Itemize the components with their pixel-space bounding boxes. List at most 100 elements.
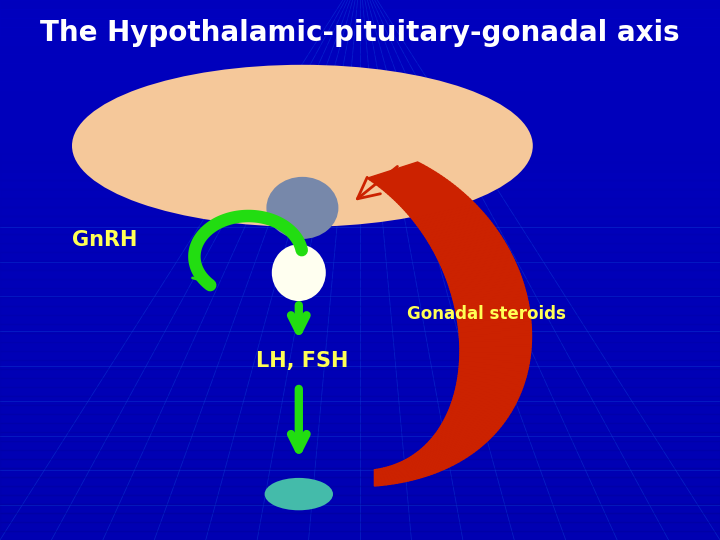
Polygon shape xyxy=(411,456,442,471)
Bar xyxy=(0,459,720,468)
Polygon shape xyxy=(433,436,479,450)
Polygon shape xyxy=(408,199,473,216)
Polygon shape xyxy=(396,463,415,480)
Polygon shape xyxy=(459,336,531,340)
Polygon shape xyxy=(452,400,513,410)
Bar xyxy=(0,306,720,315)
Polygon shape xyxy=(441,424,494,436)
Polygon shape xyxy=(440,426,492,438)
Polygon shape xyxy=(420,449,456,465)
Ellipse shape xyxy=(72,65,533,227)
Polygon shape xyxy=(460,357,530,361)
Polygon shape xyxy=(454,299,528,307)
Polygon shape xyxy=(382,172,439,190)
Bar xyxy=(0,387,720,396)
Polygon shape xyxy=(413,206,480,222)
Polygon shape xyxy=(426,226,495,241)
Polygon shape xyxy=(413,454,445,470)
Polygon shape xyxy=(435,433,484,446)
Polygon shape xyxy=(457,313,531,320)
Polygon shape xyxy=(398,188,461,206)
Polygon shape xyxy=(425,223,494,239)
Polygon shape xyxy=(453,398,515,407)
Polygon shape xyxy=(392,182,453,200)
Polygon shape xyxy=(377,169,433,187)
Polygon shape xyxy=(418,213,486,230)
Bar xyxy=(0,189,720,198)
Polygon shape xyxy=(445,416,501,428)
Polygon shape xyxy=(445,266,518,277)
Polygon shape xyxy=(459,333,531,337)
Polygon shape xyxy=(416,452,451,468)
Bar xyxy=(0,261,720,270)
Polygon shape xyxy=(454,392,518,400)
Polygon shape xyxy=(456,382,523,390)
Bar xyxy=(0,342,720,351)
Polygon shape xyxy=(417,211,484,227)
Bar xyxy=(0,495,720,504)
Polygon shape xyxy=(444,420,498,432)
Polygon shape xyxy=(436,431,486,444)
Polygon shape xyxy=(439,252,511,265)
Polygon shape xyxy=(405,459,433,475)
Polygon shape xyxy=(434,434,482,448)
Bar xyxy=(0,27,720,36)
Bar xyxy=(0,468,720,477)
Bar xyxy=(0,243,720,252)
Bar xyxy=(0,72,720,81)
Polygon shape xyxy=(405,195,468,212)
Polygon shape xyxy=(452,291,526,300)
Polygon shape xyxy=(447,413,505,423)
Bar xyxy=(0,99,720,108)
Bar xyxy=(0,135,720,144)
Bar xyxy=(0,45,720,54)
Polygon shape xyxy=(451,402,513,412)
Polygon shape xyxy=(454,394,518,402)
Polygon shape xyxy=(459,364,528,369)
Polygon shape xyxy=(455,302,528,309)
Bar xyxy=(0,144,720,153)
Polygon shape xyxy=(460,354,531,358)
Bar xyxy=(0,360,720,369)
Polygon shape xyxy=(430,439,474,454)
Polygon shape xyxy=(454,396,516,405)
Polygon shape xyxy=(428,228,498,243)
Polygon shape xyxy=(428,441,472,455)
Text: The Hypothalamic-pituitary-gonadal axis: The Hypothalamic-pituitary-gonadal axis xyxy=(40,19,680,47)
Polygon shape xyxy=(453,293,527,302)
Polygon shape xyxy=(410,457,438,472)
Polygon shape xyxy=(451,285,525,294)
Polygon shape xyxy=(459,359,529,363)
Polygon shape xyxy=(457,316,531,322)
Polygon shape xyxy=(449,279,523,289)
Polygon shape xyxy=(459,325,531,330)
Polygon shape xyxy=(381,468,390,485)
Bar xyxy=(0,63,720,72)
Polygon shape xyxy=(458,373,526,380)
Polygon shape xyxy=(459,330,531,335)
Polygon shape xyxy=(386,467,397,484)
Polygon shape xyxy=(459,362,529,366)
Bar xyxy=(0,486,720,495)
Polygon shape xyxy=(460,349,531,353)
Bar xyxy=(0,333,720,342)
Polygon shape xyxy=(438,428,490,441)
Polygon shape xyxy=(442,422,496,434)
Polygon shape xyxy=(420,216,488,232)
Bar xyxy=(0,252,720,261)
Polygon shape xyxy=(456,307,529,315)
Bar xyxy=(0,81,720,90)
Polygon shape xyxy=(435,241,505,255)
Bar xyxy=(0,450,720,459)
Polygon shape xyxy=(412,204,477,220)
Polygon shape xyxy=(455,389,520,397)
Bar xyxy=(0,54,720,63)
Polygon shape xyxy=(438,429,488,442)
Bar xyxy=(0,531,720,540)
Polygon shape xyxy=(424,445,464,460)
Polygon shape xyxy=(402,461,426,477)
Polygon shape xyxy=(377,469,382,485)
Polygon shape xyxy=(415,208,482,225)
Polygon shape xyxy=(437,247,508,260)
Polygon shape xyxy=(444,263,516,274)
